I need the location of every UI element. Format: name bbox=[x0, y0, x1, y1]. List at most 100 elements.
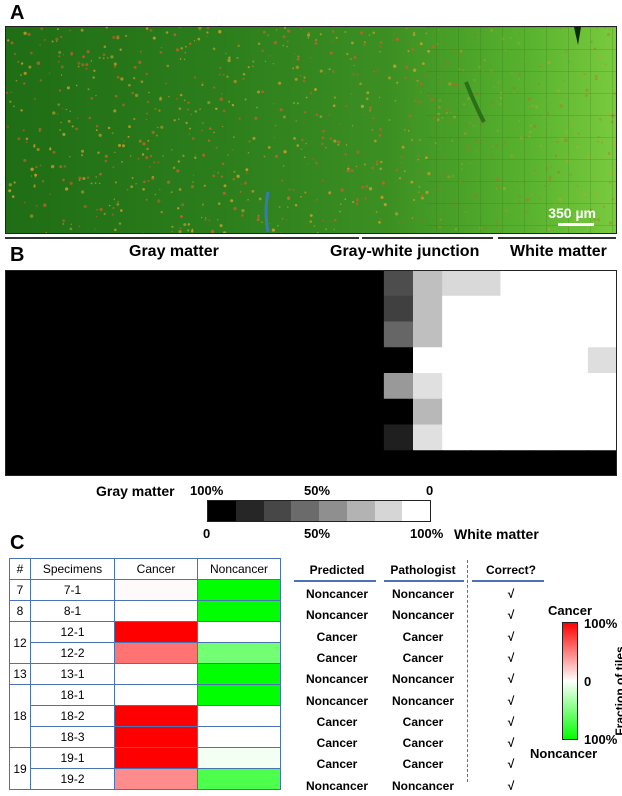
tissue-speck bbox=[82, 177, 85, 180]
tissue-speck bbox=[23, 129, 25, 131]
heatmap-cell bbox=[34, 450, 64, 476]
table-row: 18-2 bbox=[10, 706, 281, 727]
tissue-speck bbox=[179, 188, 182, 191]
heatmap-cell bbox=[384, 347, 414, 373]
heatmap-cell bbox=[5, 296, 35, 322]
tissue-speck bbox=[30, 168, 33, 171]
tissue-speck bbox=[379, 51, 381, 53]
tissue-speck bbox=[112, 214, 114, 216]
tile-heatmap bbox=[5, 270, 617, 476]
tissue-speck bbox=[376, 160, 379, 163]
tissue-speck bbox=[300, 28, 302, 30]
tissue-speck bbox=[402, 143, 404, 145]
scale-top-tick-1: 50% bbox=[304, 483, 330, 498]
predicted-cell: Noncancer bbox=[294, 605, 380, 625]
scale-bar bbox=[558, 223, 594, 226]
tissue-speck bbox=[43, 204, 46, 207]
heatmap-cell bbox=[355, 373, 385, 399]
tissue-speck bbox=[20, 109, 22, 111]
tissue-speck bbox=[160, 211, 162, 213]
tissue-speck bbox=[159, 189, 161, 191]
heatmap-cell bbox=[384, 322, 414, 348]
heatmap-cell bbox=[209, 322, 239, 348]
heatmap-cell bbox=[180, 450, 210, 476]
tissue-speck bbox=[341, 190, 342, 191]
heatmap-cell bbox=[92, 450, 122, 476]
tissue-speck bbox=[221, 176, 223, 178]
tissue-speck bbox=[57, 28, 59, 30]
tissue-speck bbox=[65, 187, 68, 190]
tissue-speck bbox=[7, 39, 9, 41]
junction-region-bar bbox=[362, 237, 493, 239]
heatmap-cell bbox=[326, 347, 356, 373]
tissue-speck bbox=[384, 203, 387, 206]
tissue-speck bbox=[130, 185, 133, 188]
tissue-speck bbox=[304, 156, 306, 158]
heatmap-cell bbox=[92, 373, 122, 399]
tissue-speck bbox=[256, 107, 258, 109]
tissue-speck bbox=[351, 41, 354, 44]
tissue-speck bbox=[330, 51, 333, 54]
tissue-speck bbox=[192, 181, 194, 183]
tissue-speck bbox=[254, 117, 257, 120]
tissue-speck bbox=[361, 186, 364, 189]
tissue-speck bbox=[27, 33, 30, 36]
pathologist-cell: Cancer bbox=[381, 627, 465, 647]
tissue-speck bbox=[406, 28, 407, 29]
tissue-speck bbox=[232, 149, 234, 151]
tissue-speck bbox=[155, 194, 157, 196]
tissue-speck bbox=[146, 73, 148, 75]
tissue-speck bbox=[344, 153, 346, 155]
tissue-speck bbox=[61, 65, 64, 68]
heatmap-cell bbox=[500, 270, 530, 296]
panel-c-label: C bbox=[10, 532, 24, 555]
tissue-speck bbox=[142, 142, 145, 145]
tissue-speck bbox=[82, 55, 85, 58]
tissue-speck bbox=[151, 177, 154, 180]
heatmap-cell bbox=[34, 347, 64, 373]
tissue-speck bbox=[283, 150, 286, 153]
tissue-speck bbox=[207, 101, 210, 104]
correct-cell: √ bbox=[474, 584, 548, 604]
tissue-speck bbox=[21, 62, 23, 64]
heatmap-cell bbox=[34, 322, 64, 348]
tissue-speck bbox=[191, 230, 193, 232]
tissue-speck bbox=[329, 68, 331, 70]
tissue-speck bbox=[193, 174, 194, 175]
heatmap-cell bbox=[296, 399, 326, 425]
tissue-speck bbox=[283, 165, 284, 166]
header-id: # bbox=[10, 559, 31, 580]
tissue-speck bbox=[79, 179, 81, 181]
heatmap-cell bbox=[92, 425, 122, 451]
tissue-speck bbox=[332, 30, 335, 33]
tissue-speck bbox=[87, 88, 89, 90]
tissue-speck bbox=[201, 130, 203, 132]
tissue-speck bbox=[178, 119, 180, 121]
tissue-speck bbox=[194, 40, 195, 41]
tissue-speck bbox=[76, 85, 78, 87]
heatmap-cell bbox=[559, 450, 589, 476]
tissue-speck bbox=[352, 125, 353, 126]
heatmap-cell bbox=[267, 373, 297, 399]
pathologist-cell: Cancer bbox=[381, 712, 465, 732]
tissue-speck bbox=[177, 207, 179, 209]
tissue-speck bbox=[361, 105, 364, 108]
tissue-speck bbox=[62, 108, 63, 109]
heatmap-cell bbox=[384, 425, 414, 451]
tissue-speck bbox=[40, 79, 42, 81]
cancer-fraction-cell bbox=[115, 622, 198, 643]
noncancer-fraction-cell bbox=[198, 664, 281, 685]
heatmap-cell bbox=[92, 347, 122, 373]
header-predicted: Predicted bbox=[294, 563, 380, 577]
tissue-speck bbox=[69, 30, 71, 32]
heatmap-cell bbox=[442, 270, 472, 296]
tissue-speck bbox=[23, 32, 26, 35]
heatmap-cell bbox=[267, 270, 297, 296]
scale-white-label: White matter bbox=[454, 526, 539, 542]
tissue-speck bbox=[330, 137, 333, 140]
grayscale-swatch bbox=[375, 501, 403, 521]
tissue-speck bbox=[147, 140, 149, 142]
gray-region-bar bbox=[5, 237, 359, 239]
